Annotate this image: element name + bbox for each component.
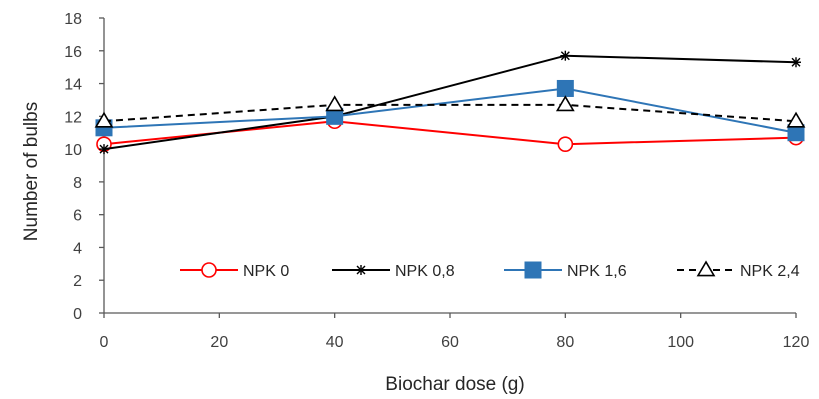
y-axis-ticks: 0 2 4 6 8 10 12 14 16 18 — [64, 11, 104, 323]
series-line-npk-2-4 — [103, 103, 797, 123]
legend-label: NPK 0,8 — [395, 263, 455, 280]
legend: NPK 0 NPK 0,8 NPK 1,6 NPK 2,4 — [180, 260, 800, 280]
y-tick-label: 4 — [73, 240, 82, 257]
y-tick-label: 10 — [64, 142, 82, 159]
marker-npk-0-8-point — [791, 57, 801, 68]
marker-legend-npk-1-6 — [524, 261, 542, 279]
series-npk-0-8 — [99, 50, 801, 155]
legend-label: NPK 1,6 — [567, 263, 627, 280]
y-tick-label: 14 — [64, 77, 82, 94]
marker-npk-0-point — [557, 136, 574, 152]
y-tick-label: 18 — [64, 11, 82, 28]
marker-legend-npk-0 — [201, 262, 217, 278]
legend-item-npk-2-4: NPK 2,4 — [677, 260, 800, 280]
y-tick-label: 8 — [73, 175, 82, 192]
marker-npk-2-4-point — [325, 95, 345, 112]
legend-item-npk-0: NPK 0 — [180, 262, 289, 280]
series-npk-2-4 — [94, 95, 806, 128]
series-npk-0 — [96, 113, 804, 152]
x-tick-label: 60 — [441, 334, 459, 351]
x-tick-label: 20 — [210, 334, 228, 351]
x-tick-label: 120 — [783, 334, 810, 351]
series-line-npk-0-8 — [103, 54, 797, 151]
x-axis-title: Biochar dose (g) — [385, 374, 524, 395]
series-line-npk-1-6 — [103, 87, 797, 134]
marker-npk-0-8-point — [99, 144, 109, 155]
y-tick-label: 6 — [73, 208, 82, 225]
marker-npk-2-4-point — [786, 111, 806, 128]
marker-legend-npk-2-4 — [696, 260, 716, 277]
series-group — [94, 50, 806, 155]
marker-legend-npk-0-8 — [356, 265, 366, 275]
y-tick-label: 12 — [64, 109, 82, 126]
marker-npk-1-6-point — [556, 79, 574, 97]
marker-npk-2-4-point — [555, 95, 575, 112]
y-axis-title: Number of bulbs — [21, 102, 42, 241]
marker-npk-2-4-point — [94, 111, 114, 128]
legend-label: NPK 2,4 — [740, 263, 800, 280]
x-tick-label: 100 — [667, 334, 694, 351]
legend-item-npk-0-8: NPK 0,8 — [332, 263, 455, 280]
legend-item-npk-1-6: NPK 1,6 — [504, 261, 627, 280]
marker-npk-0-8-point — [560, 50, 571, 61]
x-tick-label: 0 — [100, 334, 109, 351]
x-tick-label: 80 — [556, 334, 574, 351]
series-npk-1-6 — [95, 79, 805, 142]
y-tick-label: 0 — [73, 306, 82, 323]
x-tick-label: 40 — [326, 334, 344, 351]
y-tick-label: 2 — [73, 273, 82, 290]
series-line-npk-0 — [103, 120, 797, 146]
legend-label: NPK 0 — [243, 263, 289, 280]
x-axis-ticks: 0 20 40 60 80 100 120 — [100, 313, 810, 351]
y-tick-label: 16 — [64, 44, 82, 61]
